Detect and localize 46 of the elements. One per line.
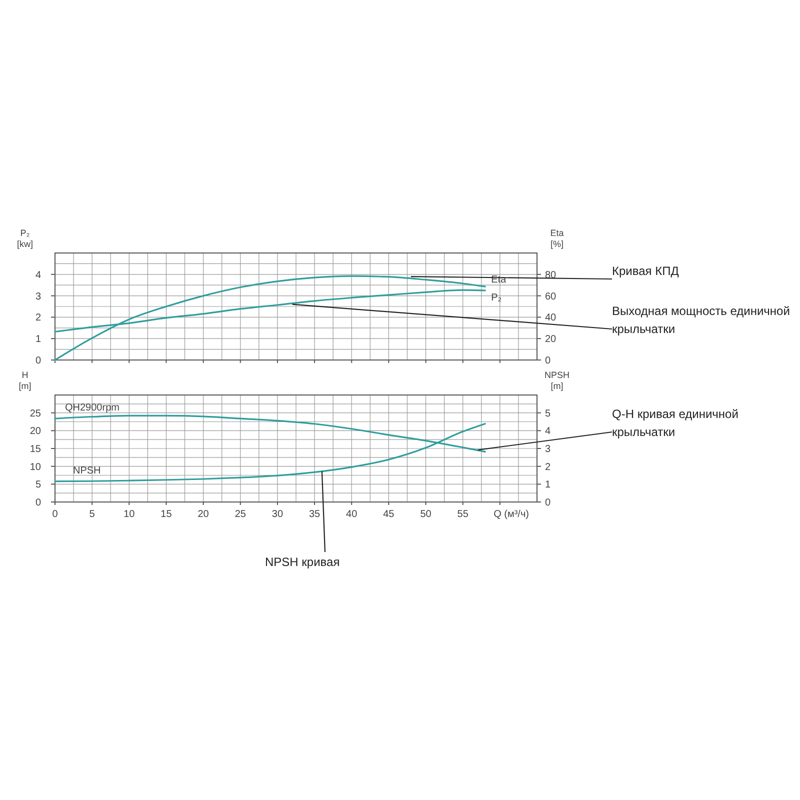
y2-tick-label: 0 bbox=[545, 356, 551, 366]
x-tick-label: 10 bbox=[124, 509, 136, 520]
y2-tick-label: 4 bbox=[545, 426, 551, 438]
y2-tick-label: 5 bbox=[545, 408, 551, 420]
y-tick-label: 0 bbox=[35, 498, 42, 508]
y2-tick-label: 40 bbox=[545, 312, 557, 324]
series-label: QH2900rpm bbox=[65, 402, 120, 414]
y-tick-label: 4 bbox=[35, 270, 42, 281]
x-tick-label: 5 bbox=[89, 509, 96, 520]
y-axis-title: P₂ [kw] bbox=[16, 228, 34, 249]
y2-tick-label: 0 bbox=[545, 498, 551, 508]
y-tick-label: 25 bbox=[30, 408, 42, 420]
y-tick-label: 20 bbox=[30, 426, 42, 438]
x-tick-label: 0 bbox=[52, 509, 58, 520]
annotation: NPSH кривая bbox=[265, 555, 340, 569]
x-tick-label: 20 bbox=[198, 509, 210, 520]
x-tick-label: 35 bbox=[308, 509, 321, 520]
series-label: NPSH bbox=[73, 465, 101, 476]
x-tick-label: 50 bbox=[420, 509, 432, 520]
y-tick-label: 0 bbox=[35, 356, 42, 366]
y-tick-label: 15 bbox=[30, 444, 42, 455]
annotation: Q-H кривая единичной крыльчатки bbox=[612, 407, 738, 439]
y2-axis-title: Eta [%] bbox=[550, 228, 564, 249]
line-series bbox=[54, 275, 486, 361]
x-axis-title: Q (м³/ч) bbox=[494, 509, 529, 520]
x-tick-label: 45 bbox=[383, 509, 395, 520]
x-tick-label: 55 bbox=[457, 509, 469, 520]
y2-tick-label: 20 bbox=[545, 334, 557, 346]
y2-tick-label: 2 bbox=[545, 462, 551, 473]
y-tick-label: 3 bbox=[35, 291, 42, 302]
y2-tick-label: 60 bbox=[545, 291, 557, 302]
x-tick-label: 30 bbox=[272, 509, 284, 520]
x-tick-label: 40 bbox=[346, 509, 358, 520]
y-tick-label: 5 bbox=[35, 480, 42, 491]
series-label: P₂ bbox=[491, 292, 502, 304]
y2-axis-title: NPSH [m] bbox=[544, 370, 570, 391]
y-tick-label: 10 bbox=[30, 462, 42, 473]
y-tick-label: 1 bbox=[35, 334, 42, 346]
annotation: Кривая КПД bbox=[612, 264, 679, 278]
y2-tick-label: 3 bbox=[545, 444, 551, 455]
x-tick-label: 15 bbox=[160, 509, 172, 520]
x-tick-label: 25 bbox=[234, 509, 246, 520]
annotation: Выходная мощность единичной крыльчатки bbox=[612, 304, 790, 336]
y2-tick-label: 1 bbox=[545, 480, 551, 491]
y-axis-title: H [m] bbox=[18, 370, 32, 391]
y-tick-label: 2 bbox=[35, 312, 42, 324]
